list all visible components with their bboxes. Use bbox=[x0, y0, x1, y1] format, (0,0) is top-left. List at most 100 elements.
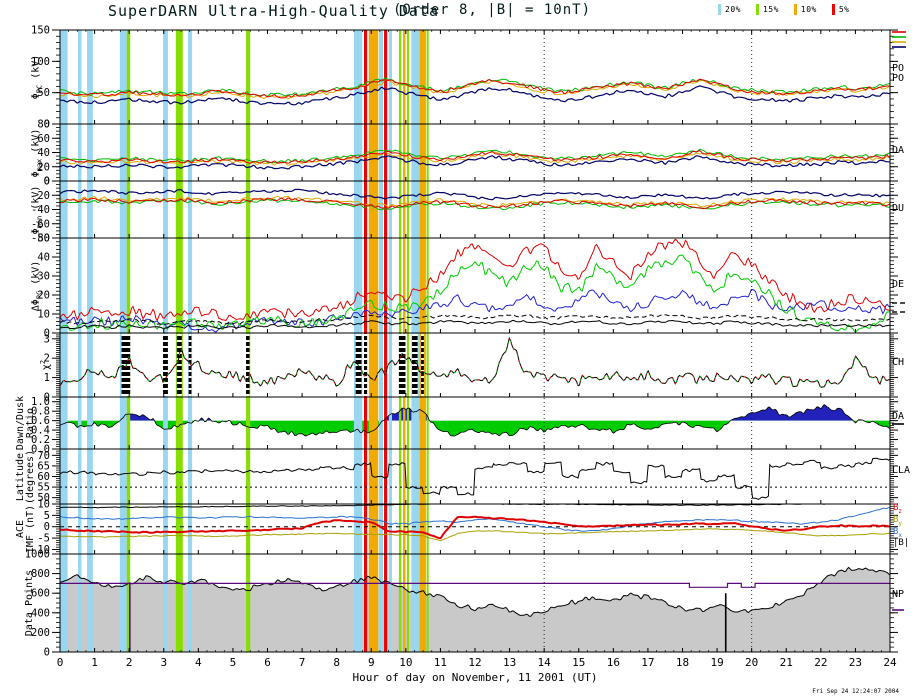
x-tick-label: 18 bbox=[676, 656, 689, 669]
quality-band bbox=[77, 30, 82, 652]
series-phi-max-red bbox=[60, 150, 890, 164]
legend-color-tick bbox=[718, 4, 721, 15]
series-latitude-lat bbox=[60, 457, 890, 500]
y-tick-label: 40 bbox=[37, 252, 50, 264]
y-tick-label: -40 bbox=[31, 204, 50, 216]
hatch-band bbox=[246, 334, 250, 396]
series-phi-max-navy bbox=[60, 155, 890, 170]
right-axis-label-phi-min: DU bbox=[892, 203, 905, 214]
series-phi-min-green bbox=[60, 198, 890, 211]
right-axis-label-data-points: NP bbox=[892, 589, 905, 600]
legend-color-tick bbox=[755, 4, 759, 15]
series-delta-phi-pc-green bbox=[60, 254, 890, 333]
series-phi-pc-navy bbox=[60, 85, 890, 106]
legend-label: 10% bbox=[800, 5, 817, 14]
hatch-band bbox=[412, 334, 418, 396]
legend-label: 5% bbox=[838, 5, 850, 14]
series-phi-min-navy bbox=[60, 188, 890, 201]
y-tick-label: -10 bbox=[31, 544, 50, 556]
panel-frame-phi-pc bbox=[59, 29, 891, 125]
y-tick-label: 800 bbox=[31, 568, 50, 580]
series-phi-min-red bbox=[60, 197, 890, 210]
x-tick-label: 0 bbox=[57, 656, 64, 669]
y-tick-label: 400 bbox=[31, 607, 50, 619]
legend-item-10%: 10% bbox=[793, 4, 817, 15]
x-tick-label: 9 bbox=[368, 656, 375, 669]
series-ace-imf-bz bbox=[60, 515, 890, 540]
y-tick-label: 50 bbox=[37, 233, 50, 245]
y-tick-label: 30 bbox=[37, 271, 50, 283]
quality-band bbox=[384, 30, 388, 652]
x-tick-label: 4 bbox=[195, 656, 202, 669]
quality-band bbox=[426, 30, 429, 652]
y-tick-label: 65 bbox=[37, 460, 50, 472]
plot-timestamp: Fri Sep 24 12:24:07 2004 bbox=[812, 688, 899, 695]
x-tick-label: 20 bbox=[745, 656, 758, 669]
x-tick-label: 15 bbox=[572, 656, 585, 669]
y-axis-label-data-points: Data Points bbox=[24, 569, 35, 637]
y-tick-label: 60 bbox=[37, 133, 50, 145]
legend-color-tick bbox=[831, 4, 835, 15]
y-tick-label: 1.0 bbox=[31, 396, 50, 408]
ratio-fill-above bbox=[60, 404, 890, 421]
x-tick-label: 19 bbox=[710, 656, 723, 669]
y-tick-label: 10 bbox=[37, 499, 50, 511]
imf-label: |B| bbox=[893, 538, 910, 549]
x-tick-label: 3 bbox=[160, 656, 167, 669]
series-data-points-np bbox=[60, 566, 890, 617]
hatch-band bbox=[188, 334, 192, 396]
y-tick-label: 0 bbox=[44, 521, 50, 533]
legend-label: 15% bbox=[762, 5, 779, 14]
hatch-band bbox=[398, 334, 406, 396]
quality-band bbox=[86, 30, 93, 652]
series-delta-phi-pc-black-dashed bbox=[60, 314, 890, 325]
series-phi-min-orange bbox=[60, 195, 890, 208]
y-tick-label: 20 bbox=[37, 290, 50, 302]
panel-frame-phi-min bbox=[59, 180, 891, 239]
ratio-fill-below bbox=[60, 420, 890, 436]
quality-band bbox=[406, 30, 409, 652]
quality-band bbox=[388, 30, 392, 652]
x-tick-label: 17 bbox=[641, 656, 654, 669]
x-tick-label: 22 bbox=[814, 656, 827, 669]
quality-band bbox=[378, 30, 384, 652]
x-tick-label: 11 bbox=[434, 656, 447, 669]
y-tick-label: 0.6 bbox=[31, 415, 50, 427]
y-tick-label: -20 bbox=[31, 190, 50, 202]
quality-band bbox=[60, 30, 68, 652]
y-tick-label: 80 bbox=[37, 119, 50, 131]
y-tick-label: 200 bbox=[31, 627, 50, 639]
y-tick-label: 0.8 bbox=[31, 406, 50, 418]
y-tick-label: 55 bbox=[37, 482, 50, 494]
series-ace-imf-by bbox=[60, 528, 890, 542]
imf-label: By bbox=[893, 514, 903, 527]
panel-frame-chi-squared bbox=[59, 332, 891, 398]
legend-color-tick bbox=[793, 4, 797, 15]
y-tick-label: 0.4 bbox=[31, 425, 50, 437]
y-tick-label: 1000 bbox=[25, 549, 50, 561]
series-speckle-green bbox=[60, 336, 890, 388]
x-tick-label: 12 bbox=[468, 656, 481, 669]
series-delta-phi-pc-red bbox=[60, 238, 890, 322]
x-tick-label: 13 bbox=[503, 656, 516, 669]
right-axis-label-phi-pc: PO PO bbox=[892, 63, 905, 84]
y-tick-label: 50 bbox=[37, 87, 50, 99]
y-tick-label: 20 bbox=[37, 161, 50, 173]
x-tick-label: 21 bbox=[780, 656, 793, 669]
series-phi-max-orange bbox=[60, 151, 890, 166]
y-tick-label: 3 bbox=[44, 333, 50, 345]
hatch-band bbox=[176, 334, 182, 396]
x-tick-label: 23 bbox=[849, 656, 862, 669]
y-axis-label-chi-squared: χ2 bbox=[38, 359, 53, 371]
page-title: SuperDARN Ultra-High-Quality Data bbox=[108, 2, 440, 20]
y-tick-label: 0 bbox=[44, 176, 50, 188]
y-tick-label: 40 bbox=[37, 147, 50, 159]
imf-label: Bz bbox=[893, 503, 903, 515]
series-dawn-dusk-ratio-ratio bbox=[60, 404, 890, 437]
x-tick-label: 16 bbox=[607, 656, 620, 669]
y-tick-label: 0 bbox=[44, 392, 50, 404]
threshold-step-line bbox=[60, 582, 890, 588]
right-axis-label-latitude: LLA bbox=[892, 465, 911, 476]
x-axis-title: Hour of day on November, 11 2001 (UT) bbox=[352, 671, 598, 684]
